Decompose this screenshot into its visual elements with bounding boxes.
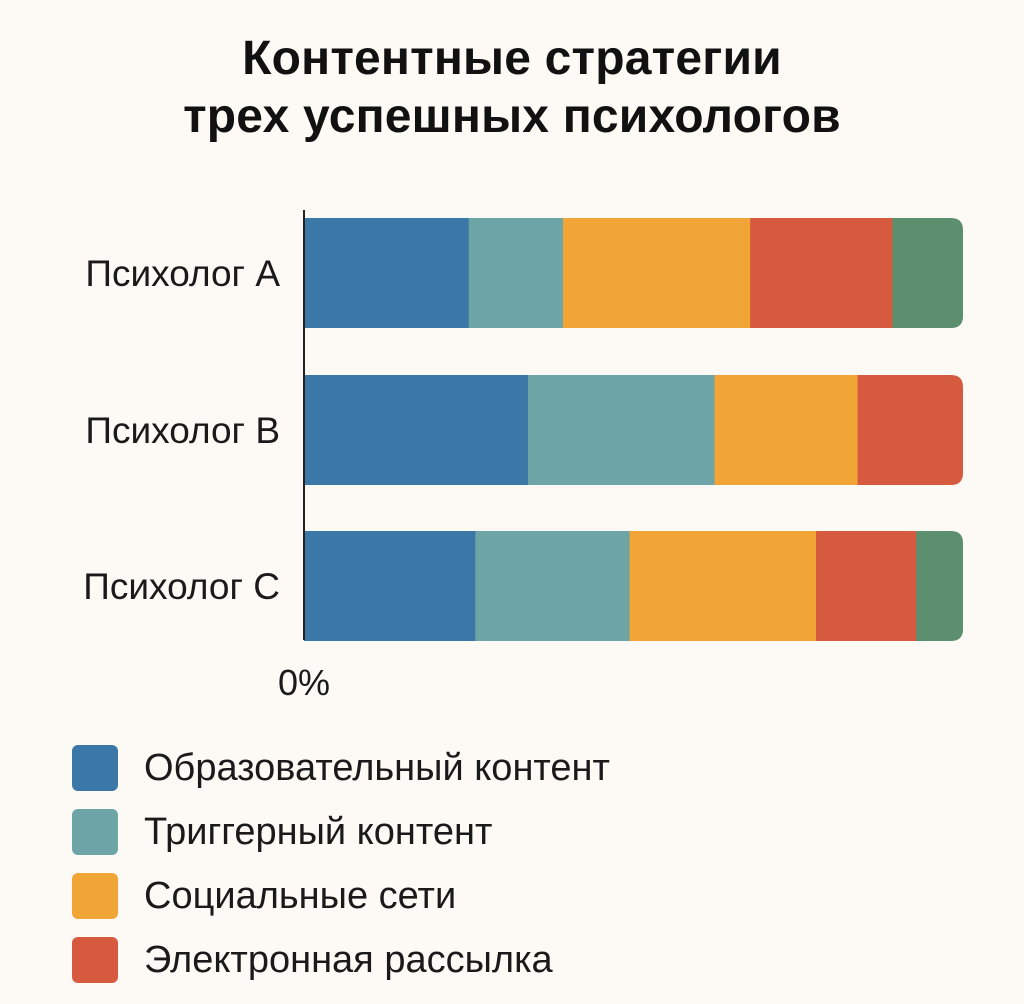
bar-segment-row3-series2 <box>475 531 631 641</box>
chart-title-line-2: трех успешных психологов <box>183 90 841 143</box>
bar-segment-row3-series3 <box>629 531 817 641</box>
bar-group-2 <box>304 375 963 485</box>
legend-label-social: Социальные сети <box>144 875 457 917</box>
legend-label-educational: Образовательный контент <box>144 747 610 789</box>
legend-item-educational: Образовательный контент <box>72 744 610 792</box>
category-label-2: Психолог B <box>85 410 280 451</box>
legend-swatch-educational <box>72 745 118 791</box>
legend-swatch-newsletter <box>72 937 118 983</box>
bar-group-1 <box>304 218 963 328</box>
legend-swatch-social <box>72 873 118 919</box>
bar-segment-row2-series3 <box>714 375 859 485</box>
bar-segment-row2-series1 <box>304 375 529 485</box>
bar-segment-row1-series1 <box>304 218 470 328</box>
legend-item-social: Социальные сети <box>72 872 610 920</box>
x-tick-label-1: 0% <box>278 662 330 703</box>
bar-segment-row3-series1 <box>304 531 476 641</box>
legend-label-trigger: Триггерный контент <box>144 811 493 853</box>
legend-item-trigger: Триггерный контент <box>72 808 610 856</box>
legend-label-newsletter: Электронная рассылка <box>144 939 553 981</box>
category-label-1: Психолог A <box>85 253 280 294</box>
bar-segment-row2-series4 <box>857 375 963 485</box>
bar-segment-row3-series4 <box>816 531 917 641</box>
stacked-bar-plot: Психолог A Психолог B Психолог C 0% <box>83 210 963 703</box>
bar-segment-row1-series2 <box>468 218 564 328</box>
bar-segment-row1-series4 <box>750 218 893 328</box>
bar-segment-row1-series5 <box>892 218 963 328</box>
bar-segment-row2-series2 <box>528 375 716 485</box>
bar-group-3 <box>304 531 963 641</box>
chart-title: Контентные стратегии трех успешных психо… <box>0 30 1024 146</box>
chart-title-line-1: Контентные стратегии <box>242 32 782 85</box>
legend: Образовательный контент Триггерный конте… <box>72 744 610 1000</box>
legend-swatch-trigger <box>72 809 118 855</box>
bar-segment-row1-series3 <box>562 218 751 328</box>
bar-segment-row3-series5 <box>916 531 963 641</box>
legend-item-newsletter: Электронная рассылка <box>72 936 610 984</box>
category-label-3: Психолог C <box>83 566 280 607</box>
